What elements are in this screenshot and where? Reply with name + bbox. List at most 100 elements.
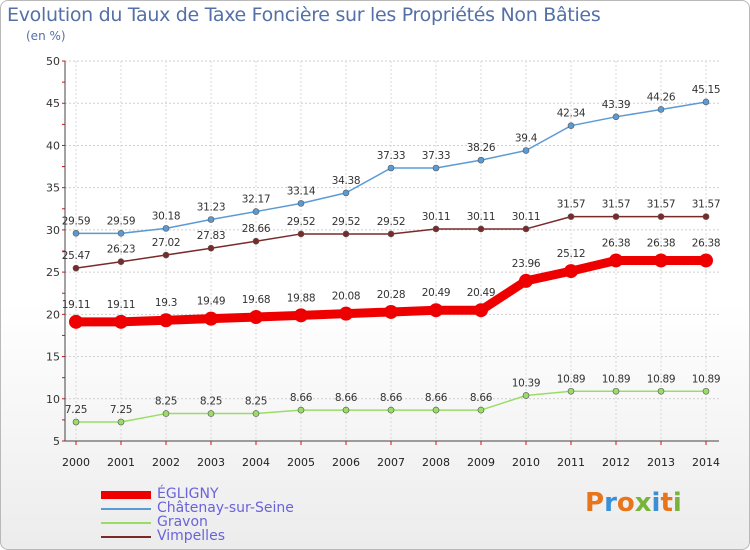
data-point-egligny (204, 311, 218, 326)
data-label-chatenay-sur-seine: 38.26 (467, 142, 496, 154)
data-point-vimpelles (117, 258, 125, 266)
data-point-egligny (654, 253, 668, 268)
x-tick-label: 2005 (287, 456, 315, 469)
data-label-chatenay-sur-seine: 29.59 (107, 215, 136, 227)
data-label-vimpelles: 30.11 (467, 211, 496, 223)
data-label-chatenay-sur-seine: 34.38 (332, 175, 361, 187)
logo-letter: i (651, 488, 661, 518)
proxiti-logo: Proxiti (585, 488, 682, 518)
y-tick-label: 35 (46, 182, 60, 195)
data-label-chatenay-sur-seine: 37.33 (377, 150, 406, 162)
data-label-egligny: 26.38 (602, 237, 631, 249)
data-label-vimpelles: 26.23 (107, 244, 136, 256)
x-tick-label: 2010 (512, 456, 540, 469)
data-label-egligny: 19.49 (197, 296, 226, 308)
data-point-egligny (474, 303, 488, 318)
data-label-gravon: 8.25 (155, 396, 177, 408)
data-label-vimpelles: 27.02 (152, 237, 181, 249)
data-label-vimpelles: 31.57 (602, 199, 631, 211)
data-point-vimpelles (522, 225, 530, 233)
data-label-chatenay-sur-seine: 33.14 (287, 185, 316, 197)
data-point-chatenay-sur-seine (702, 98, 710, 106)
y-tick-label: 5 (53, 435, 60, 448)
data-label-gravon: 8.66 (470, 392, 493, 404)
x-tick-label: 2002 (152, 456, 180, 469)
data-label-chatenay-sur-seine: 32.17 (242, 194, 271, 206)
data-label-chatenay-sur-seine: 39.4 (515, 133, 538, 145)
data-point-egligny (159, 313, 173, 328)
data-point-egligny (699, 253, 713, 268)
y-tick-label: 30 (46, 224, 60, 237)
y-tick-label: 50 (46, 55, 60, 68)
data-label-vimpelles: 31.57 (647, 199, 676, 211)
data-point-egligny (339, 306, 353, 321)
data-point-chatenay-sur-seine (297, 200, 305, 207)
data-point-vimpelles (432, 225, 440, 233)
x-tick-label: 2001 (107, 456, 135, 469)
data-point-chatenay-sur-seine (72, 230, 80, 237)
data-label-egligny: 25.12 (557, 248, 586, 260)
data-point-vimpelles (657, 213, 665, 220)
data-point-egligny (609, 253, 623, 268)
data-label-chatenay-sur-seine: 42.34 (557, 108, 586, 120)
data-point-gravon (297, 406, 305, 414)
legend-label: Châtenay-sur-Seine (157, 500, 294, 516)
data-point-gravon (432, 406, 440, 414)
x-tick-label: 2014 (692, 456, 720, 469)
data-label-egligny: 20.49 (467, 287, 496, 299)
data-point-vimpelles (162, 251, 170, 259)
data-label-vimpelles: 29.52 (332, 216, 361, 228)
data-label-vimpelles: 27.83 (197, 230, 226, 242)
data-label-gravon: 10.89 (557, 373, 586, 385)
data-point-gravon (522, 392, 530, 399)
data-label-vimpelles: 30.11 (512, 211, 541, 223)
x-tick-label: 2006 (332, 456, 360, 469)
data-label-chatenay-sur-seine: 30.18 (152, 210, 181, 222)
x-tick-label: 2007 (377, 456, 405, 469)
data-label-chatenay-sur-seine: 44.26 (647, 91, 676, 103)
data-label-egligny: 26.38 (692, 237, 721, 249)
data-label-gravon: 8.25 (245, 396, 267, 408)
legend-label: Gravon (157, 514, 208, 530)
legend-swatch (101, 491, 151, 499)
legend-swatch (101, 536, 151, 538)
data-point-gravon (702, 387, 710, 395)
data-label-gravon: 8.25 (200, 396, 222, 408)
data-point-vimpelles (702, 213, 710, 220)
data-point-gravon (387, 406, 395, 414)
data-point-egligny (429, 303, 443, 318)
data-point-vimpelles (612, 213, 620, 220)
data-label-vimpelles: 31.57 (557, 199, 586, 211)
data-point-vimpelles (342, 230, 350, 238)
data-point-vimpelles (477, 225, 485, 233)
data-label-chatenay-sur-seine: 31.23 (197, 202, 226, 214)
data-point-egligny (519, 273, 533, 288)
data-label-egligny: 26.38 (647, 237, 676, 249)
data-label-gravon: 8.66 (335, 392, 358, 404)
data-point-vimpelles (567, 213, 575, 220)
data-point-gravon (342, 406, 350, 414)
data-point-chatenay-sur-seine (477, 156, 485, 164)
data-point-vimpelles (297, 230, 305, 238)
x-tick-label: 2004 (242, 456, 270, 469)
data-point-chatenay-sur-seine (207, 216, 215, 223)
data-point-egligny (384, 304, 398, 319)
y-tick-label: 20 (46, 308, 60, 321)
data-point-chatenay-sur-seine (612, 113, 620, 121)
data-point-chatenay-sur-seine (342, 189, 350, 197)
data-point-vimpelles (207, 244, 215, 252)
data-label-gravon: 10.39 (512, 377, 541, 389)
data-point-chatenay-sur-seine (252, 208, 260, 215)
data-label-vimpelles: 29.52 (377, 216, 406, 228)
data-label-vimpelles: 30.11 (422, 211, 451, 223)
x-tick-label: 2009 (467, 456, 495, 469)
data-point-gravon (567, 387, 575, 395)
data-label-vimpelles: 29.52 (287, 216, 316, 228)
x-tick-label: 2012 (602, 456, 630, 469)
data-label-egligny: 19.3 (155, 297, 177, 309)
data-point-chatenay-sur-seine (162, 225, 170, 232)
x-tick-label: 2011 (557, 456, 585, 469)
data-label-gravon: 10.89 (647, 373, 676, 385)
logo-letter: i (672, 488, 682, 518)
